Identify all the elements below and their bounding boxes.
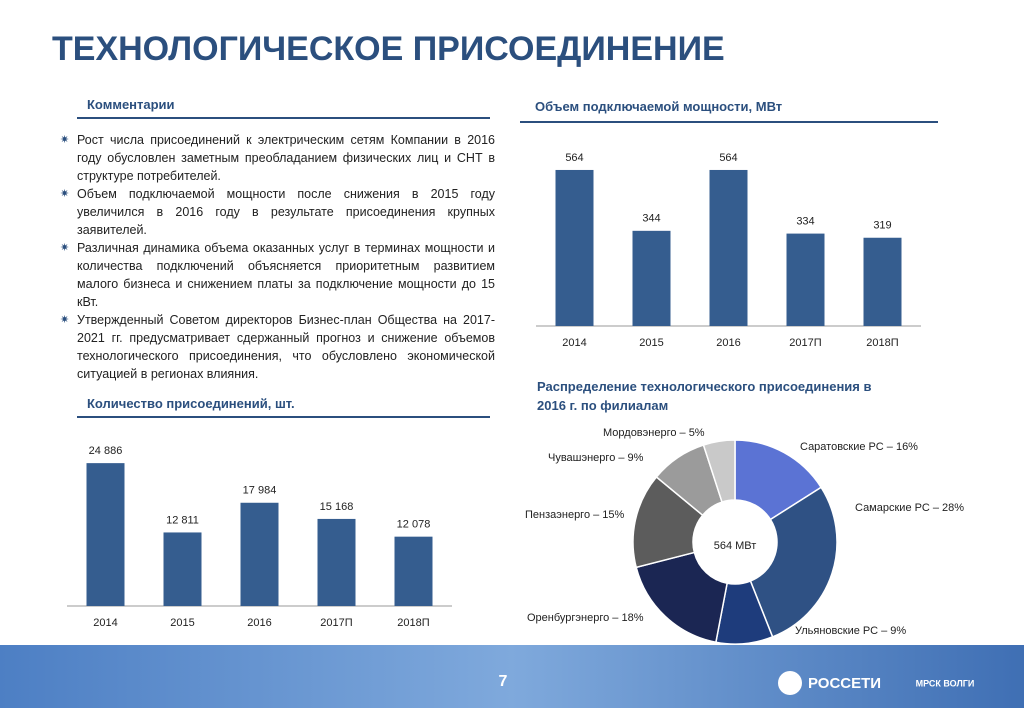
page-number: 7 bbox=[499, 673, 508, 690]
footer-band bbox=[0, 645, 1024, 708]
logo: РОССЕТИ bbox=[808, 675, 881, 692]
value-label: 564 bbox=[565, 152, 583, 164]
value-label: 15 168 bbox=[320, 501, 354, 513]
logo: МРСК ВОЛГИ bbox=[916, 678, 975, 688]
bar bbox=[86, 463, 125, 606]
logo-icon bbox=[778, 671, 802, 695]
x-tick-label: 2018П bbox=[866, 337, 898, 349]
x-tick-label: 2016 bbox=[247, 617, 271, 629]
value-label: 17 984 bbox=[243, 485, 277, 497]
section-heading: Объем подключаемой мощности, МВт bbox=[535, 99, 783, 114]
x-tick-label: 2015 bbox=[170, 617, 194, 629]
section-heading: Количество присоединений, шт. bbox=[87, 396, 295, 411]
section-heading: Распределение технологического присоедин… bbox=[537, 379, 872, 413]
value-label: 564 bbox=[719, 152, 737, 164]
x-tick-label: 2015 bbox=[639, 337, 663, 349]
slice-label: Саратовские РС – 16% bbox=[800, 441, 918, 453]
donut-slice bbox=[734, 439, 823, 521]
comment: Утвержденный Советом директоров Бизнес-п… bbox=[60, 311, 495, 383]
value-label: 319 bbox=[873, 220, 891, 232]
comment: Рост числа присоединений к электрическим… bbox=[60, 131, 495, 185]
bar bbox=[394, 536, 433, 606]
value-label: 12 811 bbox=[166, 514, 199, 526]
comment: Объем подключаемой мощности после снижен… bbox=[60, 185, 495, 239]
slice-label: Чувашэнерго – 9% bbox=[548, 452, 644, 464]
x-tick-label: 2014 bbox=[562, 337, 586, 349]
bar bbox=[632, 230, 671, 326]
comment: Различная динамика объема оказанных услу… bbox=[60, 239, 495, 311]
slice-label: Мордовэнерго – 5% bbox=[603, 427, 705, 439]
bar bbox=[163, 532, 202, 606]
bar bbox=[240, 502, 279, 606]
bar bbox=[709, 169, 748, 326]
slice-label: Самарские РС – 28% bbox=[855, 502, 964, 514]
section-heading: Комментарии bbox=[87, 97, 175, 112]
x-tick-label: 2017П bbox=[320, 617, 352, 629]
donut-slice bbox=[702, 439, 736, 504]
slice-label: Пензаэнерго – 15% bbox=[525, 509, 625, 521]
bar bbox=[317, 518, 356, 606]
bar bbox=[786, 233, 825, 326]
comments: Рост числа присоединений к электрическим… bbox=[60, 131, 495, 383]
bar bbox=[555, 169, 594, 326]
value-label: 344 bbox=[642, 213, 660, 225]
value-label: 24 886 bbox=[89, 445, 123, 457]
slice-label: Ульяновские РС – 9% bbox=[795, 625, 906, 637]
x-tick-label: 2014 bbox=[93, 617, 117, 629]
donut-slice bbox=[749, 486, 838, 638]
donut-slice bbox=[635, 551, 729, 644]
value-label: 12 078 bbox=[397, 519, 431, 531]
bar bbox=[863, 237, 902, 326]
slice-label: Оренбургэнерго – 18% bbox=[527, 612, 644, 624]
x-tick-label: 2017П bbox=[789, 337, 821, 349]
value-label: 334 bbox=[796, 215, 814, 227]
title: ТЕХНОЛОГИЧЕСКОЕ ПРИСОЕДИНЕНИЕ bbox=[52, 30, 725, 68]
x-tick-label: 2018П bbox=[397, 617, 429, 629]
x-tick-label: 2016 bbox=[716, 337, 740, 349]
center-label: 564 МВт bbox=[714, 540, 757, 552]
